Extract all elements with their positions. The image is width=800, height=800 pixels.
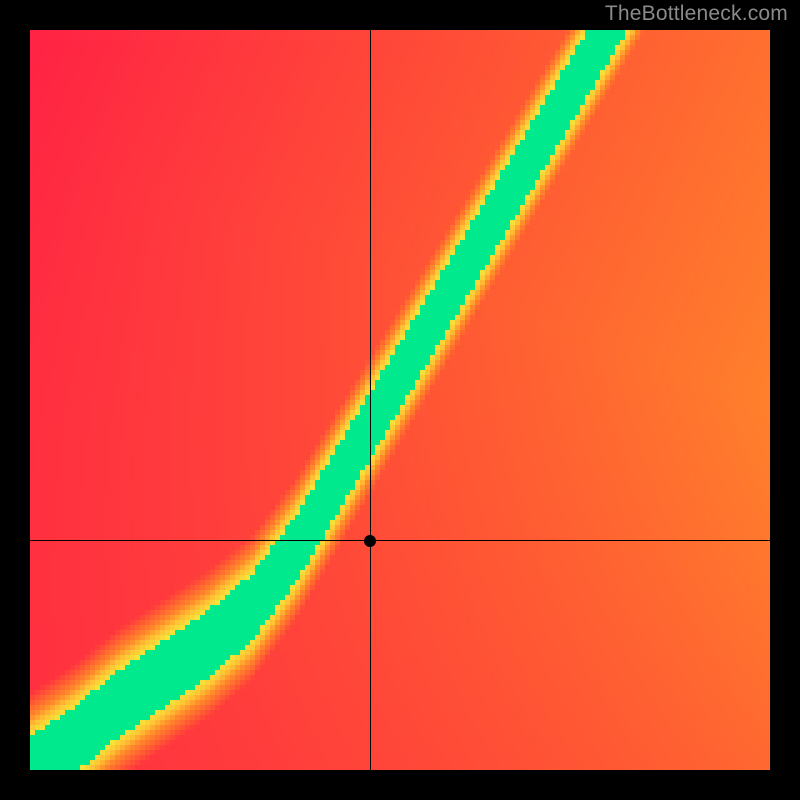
marker-dot xyxy=(364,535,376,547)
heatmap-canvas xyxy=(30,30,770,770)
heatmap-plot-area xyxy=(30,30,770,770)
watermark-text: TheBottleneck.com xyxy=(605,2,788,26)
chart-container: TheBottleneck.com xyxy=(0,0,800,800)
crosshair-vertical xyxy=(370,30,371,770)
crosshair-horizontal xyxy=(30,540,770,541)
